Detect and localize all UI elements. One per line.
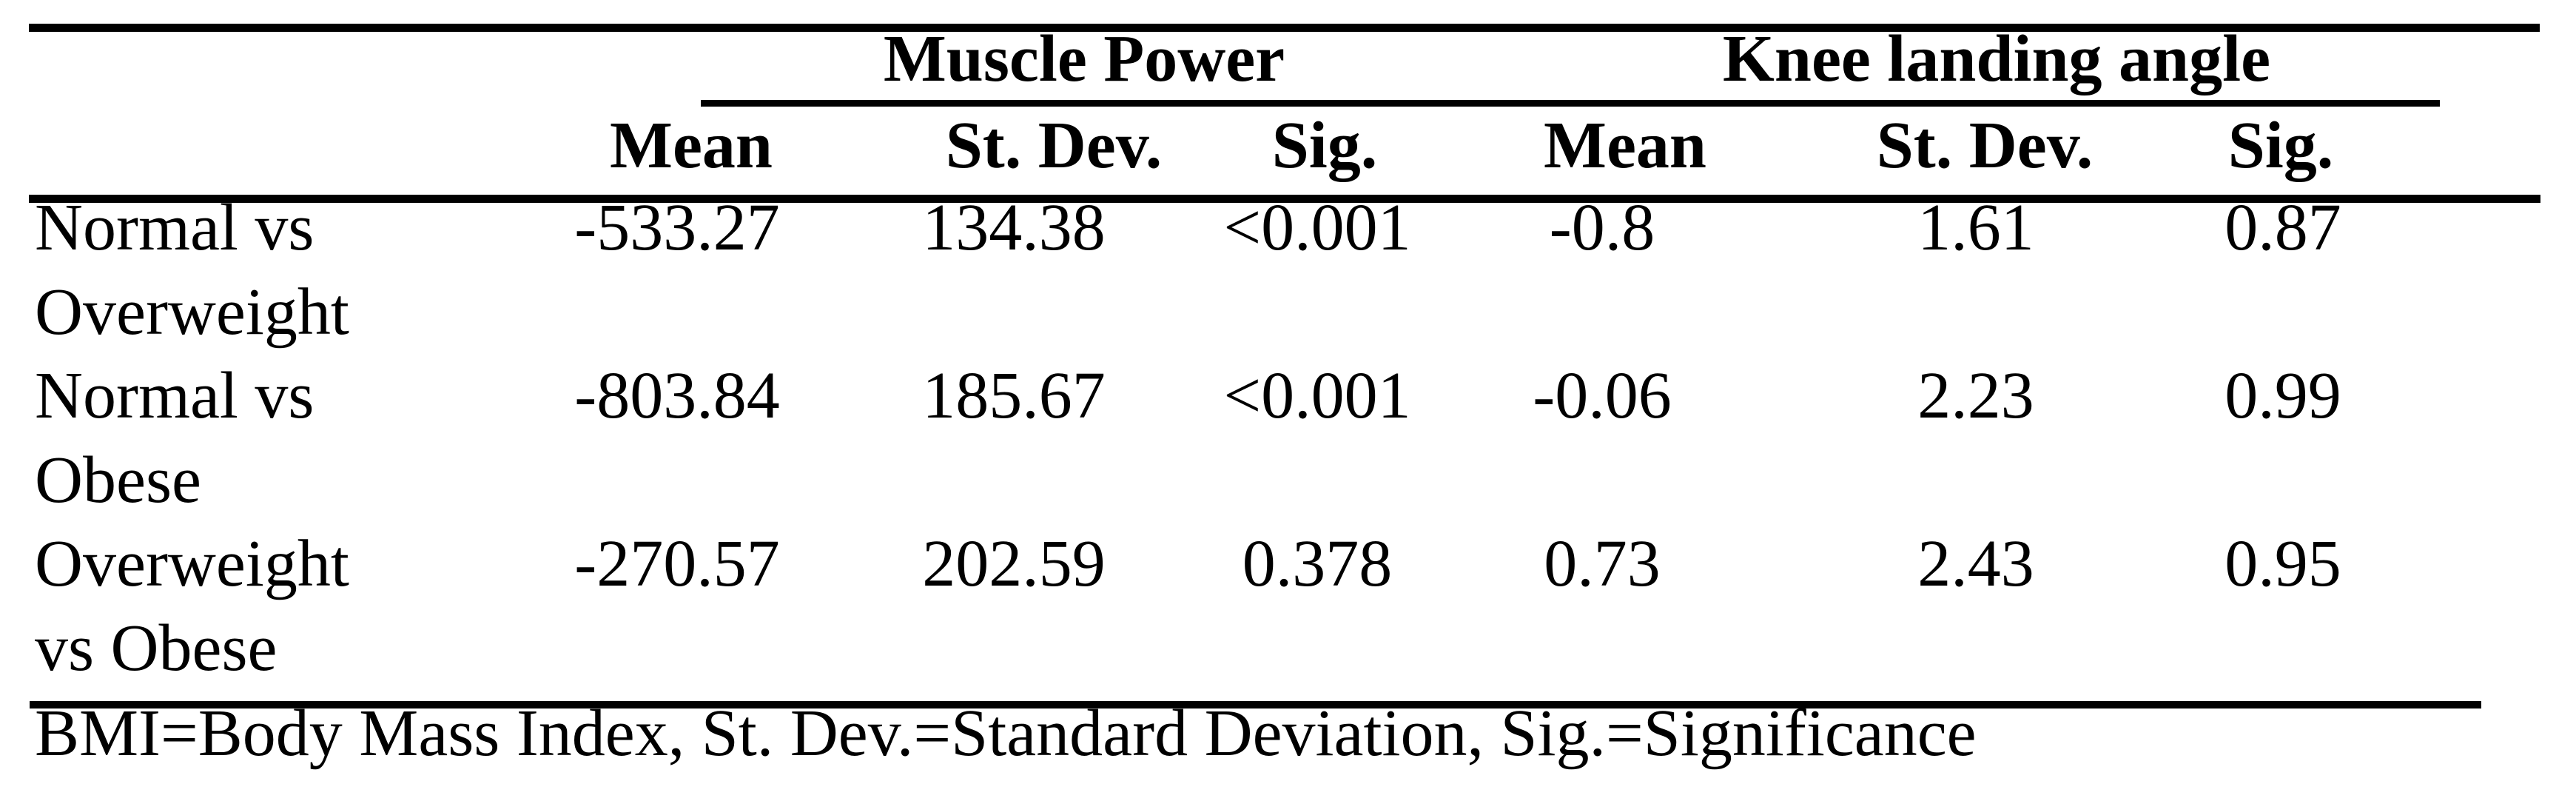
header-sig-knee-angle: Sig.: [2227, 109, 2334, 182]
header-mean-knee-angle: Mean: [1544, 109, 1706, 182]
cell-mp-sig: <0.001: [1223, 191, 1411, 264]
header-stdev-knee-angle: St. Dev.: [1876, 109, 2094, 182]
cell-mp-stdev: 134.38: [922, 191, 1106, 264]
row-label-line: Normal vs: [35, 191, 315, 264]
cell-mp-stdev: 185.67: [922, 359, 1106, 432]
cell-mp-mean: -270.57: [574, 527, 780, 600]
cell-mp-stdev: 202.59: [922, 527, 1106, 600]
cell-mp-mean: -803.84: [574, 359, 780, 432]
cell-kla-mean: -0.8: [1549, 191, 1655, 264]
header-mean-muscle-power: Mean: [610, 109, 773, 182]
row-label-line: Overweight: [35, 275, 349, 349]
cell-kla-mean: 0.73: [1544, 527, 1661, 600]
header-sig-muscle-power: Sig.: [1271, 109, 1378, 182]
row-label-line: vs Obese: [35, 612, 278, 685]
cell-kla-mean: -0.06: [1533, 359, 1672, 432]
cell-kla-sig: 0.99: [2224, 359, 2341, 432]
row-label-line: Normal vs: [35, 359, 315, 432]
cell-mp-sig: <0.001: [1223, 359, 1411, 432]
col-group-header-knee-landing-angle: Knee landing angle: [1722, 22, 2271, 96]
table-footnote: BMI=Body Mass Index, St. Dev.=Standard D…: [35, 697, 1977, 770]
cell-kla-sig: 0.95: [2224, 527, 2341, 600]
table-bottom-rule: [30, 701, 2481, 708]
row-label-line: Overweight: [35, 527, 349, 600]
row-label-line: Obese: [35, 443, 201, 517]
table-top-rule: [29, 24, 2540, 32]
spanner-underline-rule: [701, 100, 2440, 107]
cell-mp-sig: 0.378: [1242, 527, 1393, 600]
header-stdev-muscle-power: St. Dev.: [945, 109, 1163, 182]
col-group-header-muscle-power: Muscle Power: [883, 22, 1285, 96]
cell-kla-stdev: 1.61: [1917, 191, 2034, 264]
header-bottom-rule: [29, 195, 2540, 203]
cell-kla-sig: 0.87: [2224, 191, 2341, 264]
cell-kla-stdev: 2.43: [1917, 527, 2034, 600]
cell-kla-stdev: 2.23: [1917, 359, 2034, 432]
cell-mp-mean: -533.27: [574, 191, 780, 264]
